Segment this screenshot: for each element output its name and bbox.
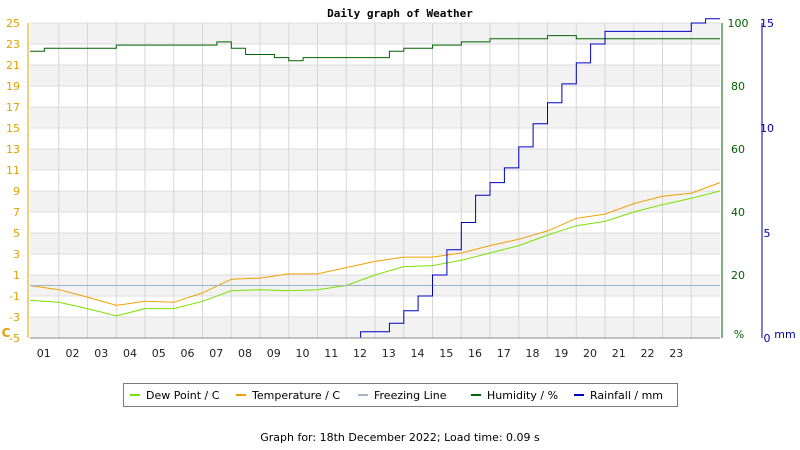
legend-swatch	[471, 394, 481, 396]
legend-item: Dew Point / C	[130, 390, 219, 402]
x-tick-label: 11	[324, 347, 338, 360]
x-tick-label: 20	[583, 347, 597, 360]
humidity-tick-label: 80	[731, 80, 745, 93]
temperature-tick-label: 13	[6, 143, 20, 156]
x-tick-label: 18	[526, 347, 540, 360]
x-tick-label: 21	[612, 347, 626, 360]
humidity-tick-label: 40	[731, 206, 745, 219]
x-tick-label: 16	[468, 347, 482, 360]
legend-swatch	[130, 394, 140, 396]
legend-label: Rainfall / mm	[590, 389, 664, 402]
temperature-tick-label: 11	[6, 164, 20, 177]
x-tick-label: 02	[66, 347, 80, 360]
temperature-unit-label: C	[2, 326, 11, 340]
humidity-tick-label: 100	[728, 17, 749, 30]
legend-label: Freezing Line	[374, 389, 447, 402]
x-tick-label: 19	[554, 347, 568, 360]
temperature-tick-label: 1	[13, 269, 20, 282]
legend-label: Temperature / C	[252, 389, 341, 402]
legend-item: Temperature / C	[236, 390, 340, 402]
temperature-tick-label: 15	[6, 122, 20, 135]
legend-swatch	[574, 394, 584, 396]
rainfall-unit-label: mm	[774, 328, 795, 341]
x-tick-label: 08	[238, 347, 252, 360]
humidity-unit-label: %	[734, 328, 744, 341]
humidity-tick-label: 60	[731, 143, 745, 156]
temperature-tick-label: 25	[6, 17, 20, 30]
temperature-tick-label: 7	[13, 206, 20, 219]
chart-title: Daily graph of Weather	[327, 7, 473, 20]
series-line-dew-point-c	[29, 190, 721, 317]
x-tick-label: 12	[353, 347, 367, 360]
temperature-tick-label: 17	[6, 101, 20, 114]
x-tick-label: 23	[669, 347, 683, 360]
x-tick-label: 14	[411, 347, 425, 360]
legend-label: Dew Point / C	[146, 389, 220, 402]
x-tick-label: 17	[497, 347, 511, 360]
x-tick-label: 10	[296, 347, 310, 360]
temperature-tick-label: 23	[6, 38, 20, 51]
temperature-tick-label: -3	[9, 311, 20, 324]
legend-swatch	[358, 394, 368, 396]
humidity-tick-label: 20	[731, 269, 745, 282]
series-line-humidity	[30, 35, 720, 62]
x-tick-label: 22	[641, 347, 655, 360]
legend-swatch	[236, 394, 246, 396]
temperature-tick-label: 21	[6, 59, 20, 72]
temperature-tick-label: 19	[6, 80, 20, 93]
legend-item: Rainfall / mm	[574, 390, 663, 402]
x-tick-label: 09	[267, 347, 281, 360]
x-tick-label: 07	[209, 347, 223, 360]
tick-labels: 01 02 03 04 05 06 07 08 09 10 11 12 13 14 15 16 17 18 19 20…	[6, 17, 774, 360]
x-tick-label: 01	[37, 347, 51, 360]
x-tick-label: 04	[123, 347, 137, 360]
temperature-tick-label: 3	[13, 248, 20, 261]
legend-item: Humidity / %	[471, 390, 558, 402]
x-tick-label: 06	[181, 347, 195, 360]
x-tick-label: 03	[94, 347, 108, 360]
rainfall-tick-label: 0	[764, 332, 771, 345]
footer-info: Graph for: 18th December 2022; Load time…	[260, 431, 540, 444]
rainfall-tick-label: 15	[760, 17, 774, 30]
plot-frame	[27, 23, 763, 339]
legend-label: Humidity / %	[487, 389, 559, 402]
rainfall-tick-label: 5	[764, 227, 771, 240]
x-tick-label: 05	[152, 347, 166, 360]
legend: Dew Point / C Temperature / C Freezing Lin…	[123, 383, 678, 407]
temperature-tick-label: 9	[13, 185, 20, 198]
temperature-tick-label: -5	[9, 332, 20, 345]
x-tick-label: 13	[382, 347, 396, 360]
x-tick-label: 15	[439, 347, 453, 360]
series-line-temperature-c	[29, 182, 721, 306]
legend-item: Freezing Line	[358, 390, 447, 402]
temperature-tick-label: -1	[9, 290, 20, 303]
temperature-tick-label: 5	[13, 227, 20, 240]
rainfall-tick-label: 10	[760, 122, 774, 135]
